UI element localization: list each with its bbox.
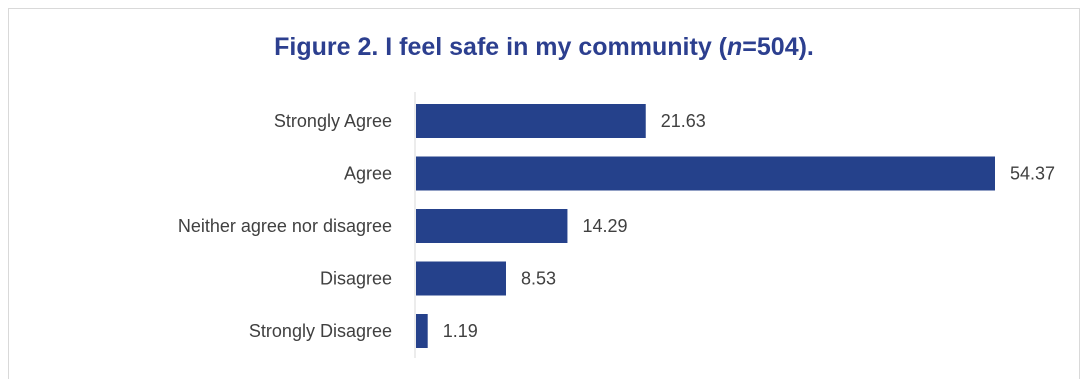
bar-4 — [416, 314, 428, 348]
bar-1 — [416, 156, 995, 191]
chart-frame — [8, 8, 1080, 379]
chart-title: Figure 2. I feel safe in my community (n… — [0, 33, 1088, 62]
chart-title-italic: n — [727, 33, 743, 61]
category-label-4: Strongly Disagree — [249, 321, 392, 341]
chart-title-suffix: =504). — [742, 33, 814, 61]
category-label-2: Neither agree nor disagree — [178, 216, 392, 236]
bar-3 — [416, 261, 506, 296]
chart-title-prefix: Figure 2. I feel safe in my community ( — [274, 33, 728, 61]
value-label-2: 14.29 — [582, 216, 627, 236]
bar-0 — [416, 104, 646, 138]
category-label-0: Strongly Agree — [274, 111, 392, 131]
value-label-3: 8.53 — [521, 269, 556, 289]
value-label-4: 1.19 — [443, 321, 478, 341]
value-label-0: 21.63 — [661, 111, 706, 131]
category-label-3: Disagree — [320, 269, 392, 289]
value-label-1: 54.37 — [1010, 164, 1055, 184]
category-label-1: Agree — [344, 164, 392, 184]
bar-2 — [416, 209, 568, 243]
